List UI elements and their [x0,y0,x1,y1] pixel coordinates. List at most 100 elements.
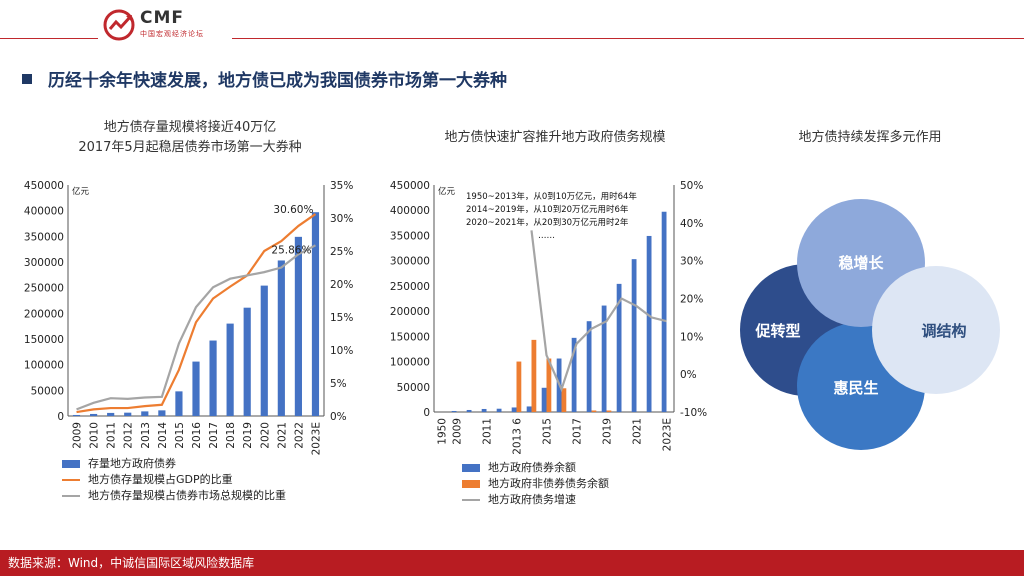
bar-mark [124,412,132,416]
y2-tick-label: 50% [680,180,703,192]
bar-mark [481,408,487,412]
chart1-legend: 存量地方政府债券 地方债存量规模占GDP的比重 地方债存量规模占债券市场总规模的… [62,456,286,504]
series-line [76,244,316,411]
legend-item-stock-bonds: 存量地方政府债券 [62,456,286,472]
y2-tick-label: 10% [680,331,703,343]
circle-right [872,266,1000,394]
bar-mark [466,409,472,412]
x-tick-label: 2023E [310,422,322,455]
chart3-title: 地方债持续发挥多元作用 [798,130,942,145]
x-tick-label: 2021 [632,418,644,445]
bar-mark [591,410,597,412]
legend-item-debt-growth: 地方政府债务增速 [462,492,609,508]
bar-mark [531,339,537,412]
bar-mark [260,285,268,416]
roles-diagram: 稳增长 促转型 调结构 惠民生 [740,199,1000,450]
legend-swatch-blue [62,460,80,468]
footer-source: 数据来源：Wind，中诚信国际区域风险数据库 [8,556,255,570]
y2-tick-label: 20% [680,294,703,306]
bar-mark [606,410,612,412]
chart1-title: 地方债存量规模将接近40万亿 2017年5月起稳居债券市场第一大券种 [40,118,340,158]
bar-mark [516,361,522,412]
x-tick-label: 2013 [140,422,152,449]
circle-label-left: 促转型 [754,322,800,340]
y-tick-label: 300000 [390,256,430,268]
y-tick-label: 200000 [390,306,430,318]
x-tick-label: 2010 [89,422,101,449]
y2-tick-label: 30% [680,256,703,268]
bar-mark [72,414,81,416]
y-tick-label: 0 [423,407,430,419]
y2-tick-label: 0% [330,411,347,423]
x-tick-label: 2009 [452,418,464,445]
legend-label: 地方债存量规模占GDP的比重 [88,473,233,486]
legend-item-market-ratio: 地方债存量规模占债券市场总规模的比重 [62,488,286,504]
bar-mark [511,407,517,412]
legend-swatch-gray [462,499,480,501]
y-tick-label: 50000 [397,382,430,394]
bar-mark [192,361,200,416]
x-tick-label: 2023E [662,418,674,451]
logo-subtitle: 中国宏观经济论坛 [140,30,204,38]
chart2-title: 地方债快速扩容推升地方政府债务规模 [444,130,666,145]
bar-mark [571,337,577,412]
y2-tick-label: -10% [680,407,707,419]
y2-tick-label: 20% [330,279,353,291]
logo-text: CMF [140,8,185,28]
bar-mark [90,413,98,416]
y-tick-label: 450000 [24,180,64,192]
chart1-title-line2: 2017年5月起稳居债券市场第一大券种 [78,140,302,155]
y2-tick-label: 35% [330,180,353,192]
y-tick-label: 350000 [390,230,430,242]
chart2-legend: 地方政府债券余额 地方政府非债券债务余额 地方政府债务增速 [462,460,609,508]
circle-label-bottom: 惠民生 [833,379,878,397]
bar-mark [541,387,547,412]
x-tick-label: 2011 [482,418,494,445]
y-tick-label: 300000 [24,257,64,269]
bar-mark [451,410,457,412]
legend-item-nonbond-balance: 地方政府非债券债务余额 [462,476,609,492]
page-headline: 历经十余年快速发展，地方债已成为我国债券市场第一大券种 [22,66,507,91]
legend-item-gdp-ratio: 地方债存量规模占GDP的比重 [62,472,286,488]
bar-mark [107,412,115,416]
legend-label: 存量地方政府债券 [88,457,176,470]
bar-mark [546,358,552,412]
y-tick-label: 50000 [31,385,64,397]
x-tick-label: 2011 [106,422,118,449]
y-tick-label: 350000 [24,231,64,243]
y-tick-label: 100000 [24,360,64,372]
bar-mark [526,406,532,412]
legend-item-bond-balance: 地方政府债券余额 [462,460,609,476]
series-line [76,213,317,414]
bar-mark [561,388,567,412]
y-tick-label: 250000 [24,283,64,295]
x-tick-label: 2017 [208,422,220,449]
bar-mark [661,211,667,412]
series-line [530,230,667,393]
data-label: 25.86% [271,244,311,256]
x-tick-label: 2019 [602,418,614,445]
y-tick-label: 200000 [24,308,64,320]
bar-mark [616,283,622,412]
bar-mark [631,259,637,412]
annotation-line: 2020~2021年，从20到30万亿元用时2年 [466,218,629,228]
bar-mark [158,410,166,416]
x-tick-label: 2014 [157,422,169,449]
y-unit-label: 亿元 [438,186,456,197]
annotation-line: 1950~2013年，从0到10万亿元，用时64年 [466,192,637,202]
bar-mark [601,305,607,412]
y2-tick-label: 5% [330,378,347,390]
x-tick-label: 2009 [72,422,84,449]
legend-swatch-orange [462,480,480,488]
x-tick-label: 2015 [174,422,186,449]
bar-mark [277,260,285,416]
y2-tick-label: 30% [330,213,353,225]
x-tick-label: 2017 [572,418,584,445]
legend-label: 地方政府非债券债务余额 [488,477,609,490]
page-title: 历经十余年快速发展，地方债已成为我国债券市场第一大券种 [48,71,507,91]
header-rule-left [0,38,98,39]
bar-mark [243,307,251,416]
annotation-line: …… [538,231,555,241]
x-tick-label: 2022 [293,422,305,449]
circle-label-top: 稳增长 [838,254,884,272]
